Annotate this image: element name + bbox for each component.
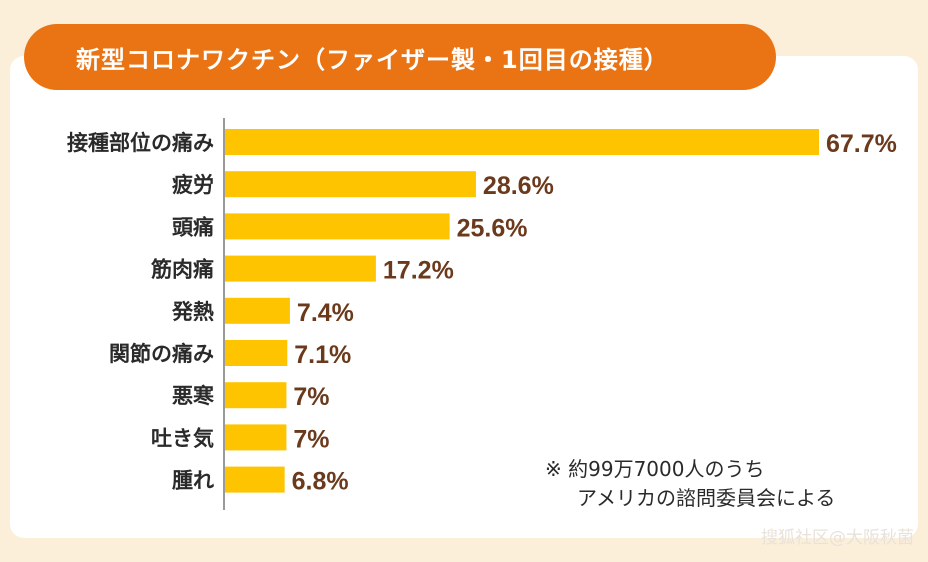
bar: [225, 297, 290, 324]
value-label: 17.2%: [383, 257, 454, 285]
bar: [225, 171, 476, 198]
category-label: 発熱: [171, 300, 214, 324]
value-label: 7.1%: [294, 341, 351, 369]
bar: [225, 213, 450, 240]
source-note: ※ 約99万7000人のうち アメリカの諮問委員会による: [545, 455, 835, 513]
value-label: 7%: [293, 383, 329, 411]
source-note-line1: ※ 約99万7000人のうち: [545, 457, 765, 481]
watermark: 搜狐社区@大阪秋菌: [761, 528, 914, 548]
bar: [225, 340, 288, 366]
category-label: 接種部位の痛み: [67, 131, 214, 155]
value-label: 25.6%: [457, 214, 528, 242]
category-label: 頭痛: [172, 215, 214, 239]
bar: [225, 382, 287, 409]
category-label: 関節の痛み: [109, 342, 214, 366]
value-label: 7%: [293, 425, 329, 453]
value-label: 7.4%: [297, 299, 354, 327]
bar: [225, 129, 819, 155]
category-label: 悪寒: [172, 384, 214, 408]
value-label: 67.7%: [826, 130, 897, 158]
chart-title: 新型コロナワクチン（ファイザー製・1回目の接種）: [24, 24, 776, 90]
source-note-line2: アメリカの諮問委員会による: [577, 486, 836, 510]
bar: [225, 255, 376, 282]
category-label: 疲労: [172, 173, 214, 197]
category-label: 吐き気: [151, 426, 214, 450]
value-label: 28.6%: [483, 172, 554, 200]
bar: [225, 424, 287, 451]
value-label: 6.8%: [292, 468, 349, 496]
category-label: 筋肉痛: [150, 258, 214, 282]
bar: [225, 466, 285, 493]
category-label: 腫れ: [172, 469, 214, 493]
